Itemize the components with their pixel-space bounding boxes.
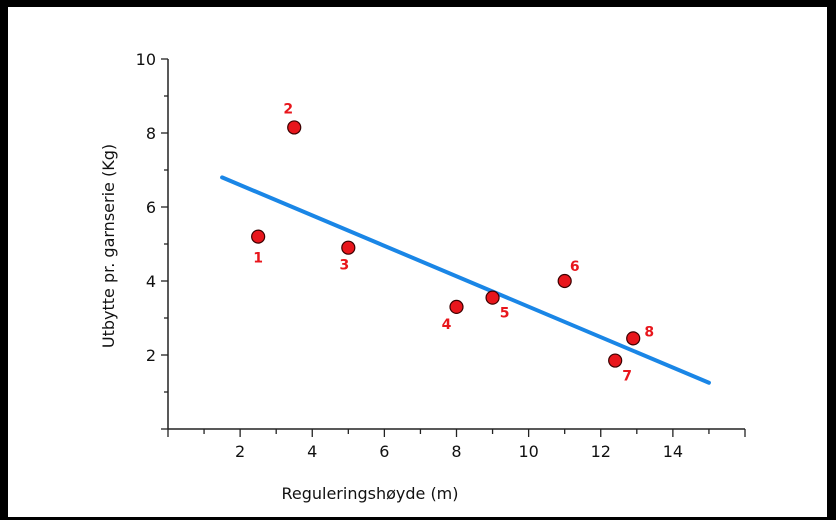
data-point-label: 5	[500, 306, 510, 322]
x-ticks: 2 4 6 8 10 12 14	[167, 429, 746, 461]
x-tick-label: 12	[591, 442, 611, 461]
trendline	[220, 175, 711, 385]
data-point	[287, 120, 302, 135]
data-point-label: 3	[339, 258, 349, 274]
data-point-label: 1	[253, 251, 263, 267]
data-point	[485, 290, 500, 305]
x-axis-title: Reguleringshøyde (m)	[281, 484, 458, 503]
trendline-layer	[220, 175, 711, 385]
points-layer: 1 2 3 4 5 6 7 8	[251, 101, 654, 385]
x-tick-label: 8	[451, 442, 461, 461]
y-tick-label: 8	[146, 124, 156, 143]
data-point	[449, 299, 464, 314]
data-point	[557, 273, 572, 289]
data-point-label: 7	[622, 369, 632, 385]
y-tick-label: 4	[146, 272, 156, 291]
x-tick-label: 14	[663, 442, 683, 461]
data-point	[341, 240, 356, 255]
data-point-label: 2	[283, 101, 293, 117]
y-tick-label: 6	[146, 198, 156, 217]
y-axis-title: Utbytte pr. garnserie (Kg)	[99, 144, 118, 348]
plot-area	[167, 59, 745, 430]
data-point-label: 6	[570, 259, 580, 275]
data-point	[626, 331, 641, 346]
y-ticks: 2 4 6 8 10	[136, 50, 168, 430]
x-tick-label: 2	[235, 442, 245, 461]
x-tick-label: 4	[307, 442, 317, 461]
x-tick-label: 6	[379, 442, 389, 461]
y-tick-label: 2	[146, 346, 156, 365]
y-tick-label: 10	[136, 50, 156, 69]
data-point	[608, 353, 623, 368]
x-tick-label: 10	[518, 442, 538, 461]
data-point	[251, 229, 266, 244]
data-point-label: 4	[442, 317, 452, 333]
data-point-label: 8	[644, 324, 654, 340]
